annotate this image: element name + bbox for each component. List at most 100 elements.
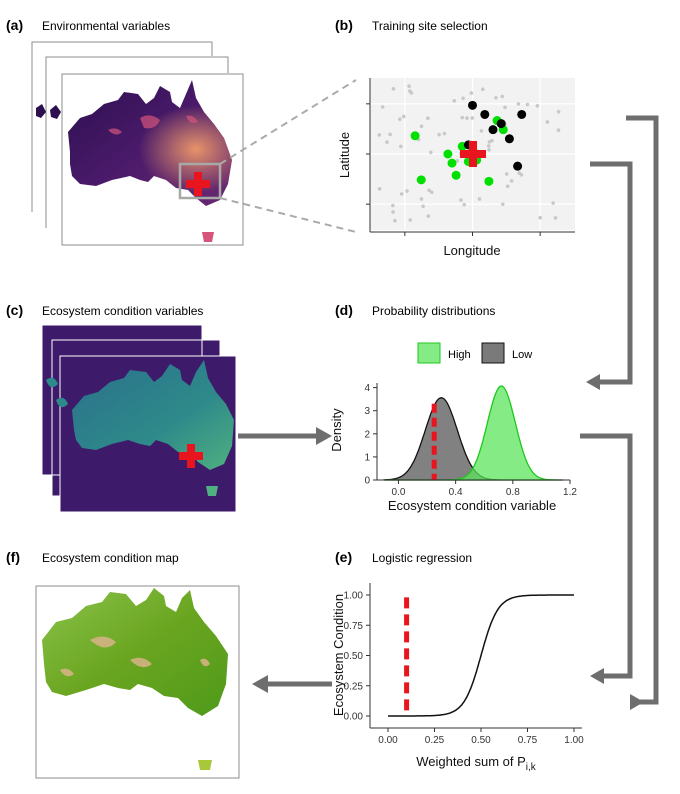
- arrowhead-c-to-d: [316, 427, 332, 445]
- panel-a-title: Environmental variables: [42, 19, 170, 33]
- legend-label-low: Low: [512, 349, 532, 361]
- background-point: [469, 91, 474, 95]
- y-tick-label-e: 0.75: [344, 621, 364, 632]
- background-point: [535, 104, 540, 108]
- selection-box: [178, 162, 222, 200]
- panel-f: (f) Ecosystem condition map: [6, 549, 240, 779]
- arrowhead-e-to-f: [252, 675, 268, 693]
- background-point: [442, 131, 447, 136]
- tasmania-shape: [202, 232, 214, 242]
- background-point: [429, 190, 434, 195]
- background-point: [408, 218, 413, 222]
- background-point: [551, 201, 555, 205]
- background-point: [452, 99, 457, 103]
- panel-d-letter: (d): [335, 302, 353, 318]
- panel-b: (b) Training site selection Longitude La…: [335, 17, 575, 258]
- flow-arrows-right: [580, 115, 659, 710]
- background-point: [429, 150, 433, 155]
- y-axis-label-e: Ecosystem Condition: [331, 594, 346, 716]
- background-point: [461, 96, 465, 101]
- logistic-plot: 0.00 0.25 0.50 0.75 1.00 0.00 0.25 0.50 0.75 1.00: [344, 583, 584, 746]
- background-point: [377, 187, 382, 191]
- heat-overlay: [68, 80, 232, 206]
- y-axis-label-d: Density: [329, 408, 344, 452]
- axis-ticks-b: [366, 103, 541, 236]
- density-plot-area: [377, 383, 570, 480]
- x-axis-label-e-main: Weighted sum of P: [416, 754, 526, 769]
- condition-tasmania-shape: [198, 760, 212, 770]
- study-site-cross-icon-b: [460, 141, 486, 167]
- background-point: [470, 116, 475, 120]
- study-site-cross-icon: [186, 172, 210, 196]
- y-tick-label-d: 0: [364, 476, 370, 487]
- x-axis-label-e-subscript: i,k: [526, 762, 537, 773]
- background-point: [427, 188, 431, 193]
- arrowhead-e-inner: [590, 668, 604, 684]
- background-point: [553, 216, 558, 220]
- training-point: [468, 100, 477, 110]
- y-tick-label-e: 0.00: [344, 712, 364, 723]
- background-point: [516, 102, 521, 106]
- logistic-plot-area: [370, 583, 582, 728]
- background-point: [517, 171, 522, 175]
- background-point: [426, 116, 430, 120]
- y-tick-label-d: 1: [364, 452, 370, 463]
- background-point: [487, 147, 491, 152]
- x-tick-label-e: 1.00: [564, 735, 584, 746]
- training-point: [517, 109, 527, 119]
- x-tick-label-d: 0.8: [506, 487, 520, 498]
- background-point: [503, 105, 507, 110]
- training-point: [443, 149, 453, 159]
- training-point: [416, 175, 426, 185]
- training-point: [410, 131, 420, 141]
- background-point: [501, 202, 505, 207]
- logistic-curve: [388, 594, 574, 717]
- background-point: [391, 203, 395, 208]
- study-site-cross-icon-c: [179, 444, 203, 468]
- y-tick-label-d: 3: [364, 406, 370, 417]
- training-point: [488, 125, 498, 135]
- australia-condition-map: [42, 588, 228, 716]
- background-point: [481, 87, 485, 92]
- background-point: [391, 87, 396, 91]
- background-point: [545, 120, 550, 124]
- background-point: [500, 94, 505, 99]
- arrow-b-to-e-outer: [626, 115, 659, 705]
- y-tick-label-e: 0.50: [344, 651, 364, 662]
- background-point: [494, 95, 498, 100]
- panel-b-title: Training site selection: [372, 19, 488, 33]
- training-point: [484, 176, 494, 186]
- background-point: [391, 210, 395, 214]
- background-point: [479, 129, 484, 133]
- layer-frame-back: [31, 41, 213, 212]
- map-fragment-middle: [50, 105, 61, 119]
- background-point: [377, 133, 382, 137]
- background-point: [426, 214, 431, 218]
- y-tick-label-d: 4: [364, 383, 370, 394]
- layer-frame-middle: [45, 56, 229, 228]
- x-tick-label-d: 0.0: [391, 487, 405, 498]
- background-point: [437, 132, 441, 137]
- training-point: [496, 119, 506, 129]
- panel-e-title: Logistic regression: [372, 551, 472, 565]
- panel-c-letter: (c): [6, 302, 23, 318]
- background-point: [460, 115, 465, 120]
- background-point: [504, 172, 509, 176]
- panel-e: (e) Logistic regression 0.00 0.25 0.50 0.75…: [252, 549, 584, 773]
- eco-fragment-middle: [56, 397, 68, 408]
- background-point: [401, 114, 406, 119]
- background-point: [385, 140, 389, 144]
- panel-c-title: Ecosystem condition variables: [42, 304, 203, 318]
- x-axis-label-b: Longitude: [443, 243, 500, 258]
- background-point: [505, 184, 510, 189]
- background-point: [421, 204, 425, 209]
- legend-swatch-low: [481, 342, 505, 364]
- x-axis-label-e: Weighted sum of Pi,k: [416, 754, 537, 773]
- background-point: [380, 105, 385, 109]
- australia-ecosystem-map: [72, 360, 234, 470]
- x-tick-label-e: 0.25: [425, 735, 445, 746]
- background-point: [509, 179, 514, 183]
- background-point: [419, 197, 424, 201]
- eco-tasmania-shape: [206, 486, 218, 496]
- x-tick-label-e: 0.00: [378, 735, 398, 746]
